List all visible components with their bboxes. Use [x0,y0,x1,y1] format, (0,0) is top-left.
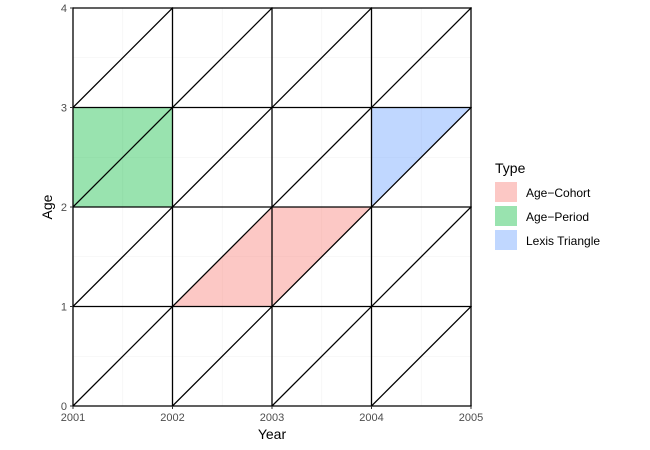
lexis-diagonal-line [271,206,472,407]
lexis-diagonal-line [72,7,373,308]
legend-title: Type [495,160,526,176]
x-tick-label: 2003 [260,412,284,424]
x-axis-title: Year [258,426,287,442]
y-tick-label: 3 [61,103,67,115]
lexis-diagonal-line [72,7,174,109]
lexis-diagonal-line [370,305,472,407]
lexis-diagonal-line [72,7,273,208]
legend-label: Age−Cohort [526,186,591,200]
x-tick-label: 2004 [359,412,383,424]
x-tick-label: 2001 [61,412,85,424]
legend-key [495,206,517,226]
y-tick-label: 4 [61,3,67,15]
legend-label: Lexis Triangle [526,234,600,248]
y-tick-label: 2 [61,202,67,214]
x-tick-label: 2005 [459,412,483,424]
y-tick-label: 0 [61,401,67,413]
legend-label: Age−Period [526,210,589,224]
legend-key [495,182,517,202]
lexis-lines-layer [72,7,472,407]
legend-key [495,230,517,250]
lexis-diagonal-line [171,106,472,407]
tick-layer: 2001 2002 2003 2004 2005 0 1 2 3 4 [61,3,483,424]
y-tick-label: 1 [61,302,67,314]
legend-entries: Age−Cohort Age−Period Lexis Triangle [495,182,600,250]
legend: Type Age−Cohort Age−Period Lexis Triangle [495,160,600,250]
y-axis-title: Age [39,194,55,219]
lexis-diagonal-line [72,7,472,407]
x-tick-label: 2002 [160,412,184,424]
